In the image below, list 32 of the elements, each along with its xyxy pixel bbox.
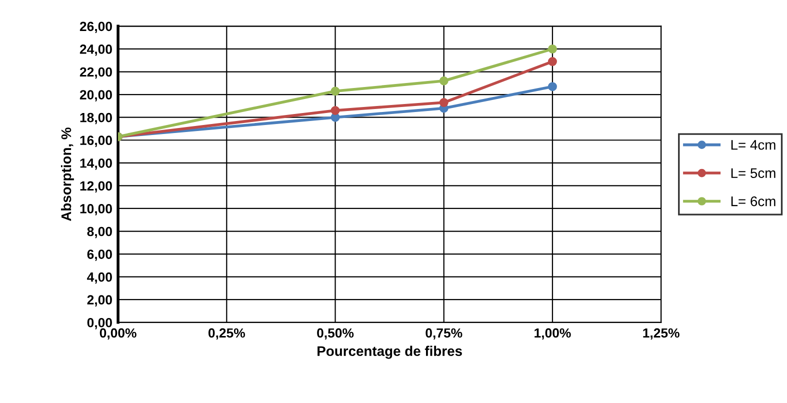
y-tick-label: 18,00 bbox=[80, 112, 112, 124]
legend-label: L= 5cm bbox=[731, 168, 776, 178]
legend-label: L= 6cm bbox=[731, 196, 776, 206]
y-tick-label: 10,00 bbox=[80, 204, 112, 216]
x-tick-label: 1,00% bbox=[534, 328, 571, 340]
y-tick-label: 6,00 bbox=[87, 250, 112, 261]
x-tick-label: 1,25% bbox=[643, 328, 680, 340]
y-axis-title: Absorption, % bbox=[60, 128, 74, 222]
point bbox=[548, 44, 557, 54]
y-tick-label: 16,00 bbox=[80, 136, 112, 147]
point bbox=[330, 106, 340, 115]
point bbox=[548, 57, 557, 66]
point bbox=[548, 82, 557, 92]
x-tick-label: 0,25% bbox=[208, 328, 246, 340]
y-tick-label: 14,00 bbox=[80, 158, 112, 170]
y-tick-label: 2,00 bbox=[87, 295, 112, 306]
point bbox=[330, 86, 340, 96]
y-tick-label: 4,00 bbox=[87, 272, 112, 284]
y-tick-label: 22,00 bbox=[80, 67, 112, 79]
x-tick-label: 0,75% bbox=[426, 328, 462, 340]
point bbox=[439, 98, 448, 108]
legend-label: L= 4cm bbox=[731, 140, 776, 150]
y-tick-label: 12,00 bbox=[80, 181, 112, 193]
point bbox=[439, 76, 448, 86]
y-tick-label: 20,00 bbox=[80, 90, 112, 102]
y-tick-label: 0,00 bbox=[87, 318, 112, 330]
y-tick-label: 26,00 bbox=[80, 22, 112, 34]
x-tick-label: 0,50% bbox=[317, 328, 354, 340]
y-tick-label: 24,00 bbox=[80, 44, 112, 56]
x-tick-label: 0,00% bbox=[100, 328, 136, 340]
x-axis-title: Pourcentage de fibres bbox=[318, 346, 462, 359]
y-tick-label: 8,00 bbox=[87, 226, 112, 238]
